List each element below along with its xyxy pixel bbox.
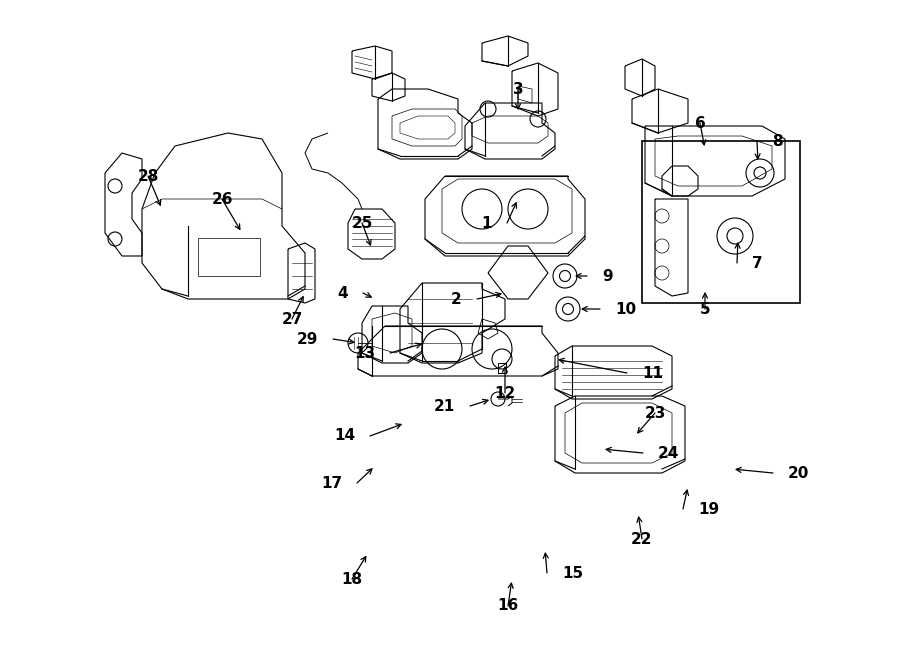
- Text: 8: 8: [772, 134, 783, 149]
- Text: 28: 28: [138, 169, 158, 184]
- Text: 22: 22: [631, 531, 652, 547]
- Text: 3: 3: [513, 81, 523, 97]
- Text: 6: 6: [695, 116, 706, 130]
- Text: 25: 25: [351, 215, 373, 231]
- Text: 29: 29: [297, 332, 318, 346]
- Text: 20: 20: [788, 465, 809, 481]
- Bar: [642, 141, 800, 303]
- Text: 4: 4: [338, 286, 348, 301]
- Text: 5: 5: [699, 301, 710, 317]
- Text: 11: 11: [642, 366, 663, 381]
- Text: 17: 17: [321, 475, 342, 490]
- Text: 27: 27: [282, 311, 302, 327]
- Text: 2: 2: [451, 292, 462, 307]
- Text: 24: 24: [658, 446, 680, 461]
- Text: 9: 9: [602, 268, 613, 284]
- Text: 23: 23: [644, 405, 666, 420]
- Text: 10: 10: [615, 301, 636, 317]
- Bar: [198, 238, 260, 276]
- Text: 19: 19: [698, 502, 719, 516]
- Text: 13: 13: [354, 346, 375, 360]
- Text: 14: 14: [334, 428, 355, 444]
- Text: 1: 1: [482, 215, 492, 231]
- Text: 12: 12: [494, 385, 516, 401]
- Text: 21: 21: [434, 399, 455, 414]
- Text: 16: 16: [498, 598, 518, 613]
- Text: 7: 7: [752, 256, 762, 270]
- Text: 15: 15: [562, 566, 583, 580]
- Text: 18: 18: [341, 572, 363, 586]
- Text: 26: 26: [212, 192, 233, 206]
